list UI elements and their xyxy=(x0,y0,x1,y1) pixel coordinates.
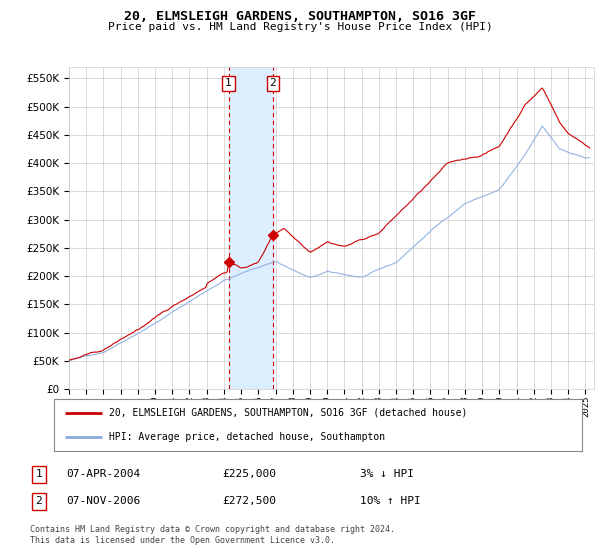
Text: 3% ↓ HPI: 3% ↓ HPI xyxy=(360,469,414,479)
Text: £272,500: £272,500 xyxy=(222,496,276,506)
Text: 1: 1 xyxy=(35,469,43,479)
Text: 10% ↑ HPI: 10% ↑ HPI xyxy=(360,496,421,506)
Text: Contains HM Land Registry data © Crown copyright and database right 2024.
This d: Contains HM Land Registry data © Crown c… xyxy=(30,525,395,545)
Text: HPI: Average price, detached house, Southampton: HPI: Average price, detached house, Sout… xyxy=(109,432,386,442)
Text: 20, ELMSLEIGH GARDENS, SOUTHAMPTON, SO16 3GF (detached house): 20, ELMSLEIGH GARDENS, SOUTHAMPTON, SO16… xyxy=(109,408,468,418)
Text: 20, ELMSLEIGH GARDENS, SOUTHAMPTON, SO16 3GF: 20, ELMSLEIGH GARDENS, SOUTHAMPTON, SO16… xyxy=(124,10,476,23)
Bar xyxy=(229,67,273,389)
Text: Price paid vs. HM Land Registry's House Price Index (HPI): Price paid vs. HM Land Registry's House … xyxy=(107,22,493,32)
Text: 07-APR-2004: 07-APR-2004 xyxy=(66,469,140,479)
Text: £225,000: £225,000 xyxy=(222,469,276,479)
Text: 07-NOV-2006: 07-NOV-2006 xyxy=(66,496,140,506)
Text: 2: 2 xyxy=(269,78,277,88)
Text: 2: 2 xyxy=(35,496,43,506)
Text: 1: 1 xyxy=(225,78,232,88)
